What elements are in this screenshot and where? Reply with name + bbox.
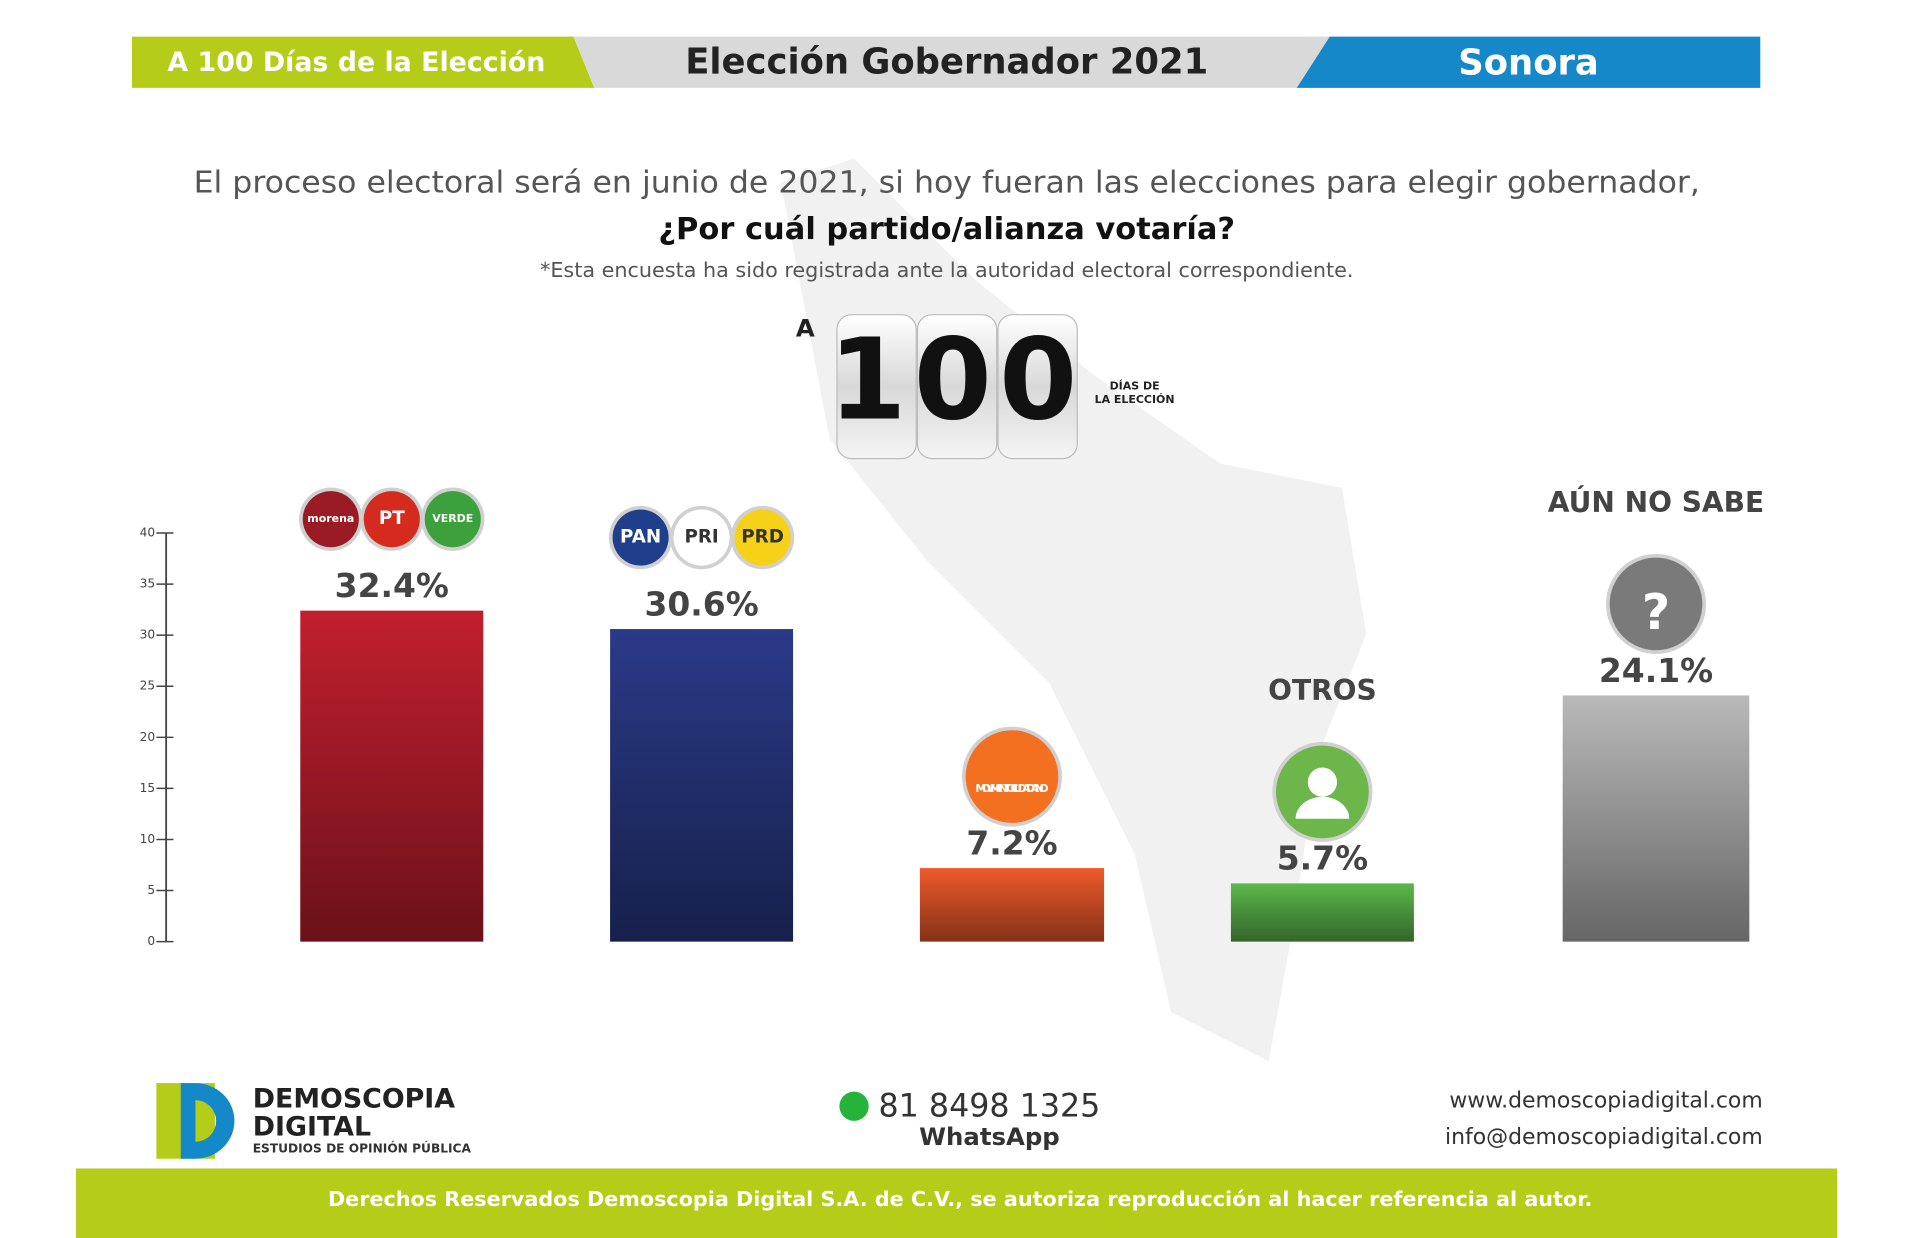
badge-card [836, 314, 917, 460]
phone: 81 8498 1325 [878, 1088, 1100, 1124]
logo-text: PRI [684, 527, 718, 548]
value-label: 7.2% [966, 823, 1057, 862]
logo-text: PT [379, 508, 405, 529]
y-tick-label: 40 [140, 526, 156, 540]
logo [612, 509, 669, 566]
bar-shade [610, 629, 794, 942]
value-label: 32.4% [335, 566, 449, 605]
bar-shade [1562, 695, 1750, 942]
question-line: El proceso electoral será en junio de 20… [194, 166, 1700, 201]
email: info@demoscopiadigital.com [1445, 1125, 1763, 1150]
logo-text: MOVIMIENTO CIUDADANO [975, 782, 1048, 795]
value-label: 24.1% [1599, 651, 1713, 690]
badge-card [997, 314, 1078, 460]
y-tick-label: 10 [140, 832, 156, 846]
badge-prefix: A [796, 313, 815, 342]
note: *Esta encuesta ha sido registrada ante l… [540, 258, 1354, 282]
logo-text: VERDE [432, 512, 473, 525]
logo-text: PRD [741, 527, 784, 548]
website: www.demoscopiadigital.com [1449, 1088, 1762, 1113]
rights: Derechos Reservados Demoscopia Digital S… [328, 1187, 1592, 1211]
logo-text: ? [1642, 584, 1670, 641]
y-tick-label: 20 [140, 730, 156, 744]
value-label: 5.7% [1277, 839, 1368, 878]
chart: 0 5 10 15 20 25 30 35 40 32.4% morena PT VERDE 30.6% P… [140, 485, 1765, 948]
y-tick-label: 30 [140, 628, 156, 642]
bar-shade [300, 610, 484, 942]
y-tick-label: 25 [140, 679, 156, 693]
badge-card [916, 314, 998, 460]
value-label: 30.6% [644, 584, 758, 623]
whatsapp-icon [839, 1091, 869, 1121]
y-tick-label: 5 [147, 883, 155, 897]
logo [302, 491, 359, 548]
y-tick-label: 15 [140, 781, 156, 795]
category-label: OTROS [1268, 674, 1377, 707]
y-tick-label: 35 [140, 577, 156, 591]
brand-name: DIGITAL [253, 1112, 371, 1143]
brand-logo [180, 1083, 235, 1159]
logo [424, 491, 481, 548]
brand-tagline: ESTUDIOS DE OPINIÓN PÚBLICA [253, 1140, 472, 1155]
header-right-band [1296, 36, 1761, 88]
logo-text: PAN [620, 527, 661, 548]
bar-shade [1230, 883, 1414, 942]
y-tick-label: 0 [147, 934, 155, 948]
header-left: A 100 Días de la Elección [167, 47, 545, 78]
logo [734, 509, 791, 566]
header-center: Elección Gobernador 2021 [685, 41, 1208, 82]
header-center-band [573, 36, 1330, 88]
category-label: AÚN NO SABE [1548, 485, 1764, 519]
logo [965, 730, 1059, 823]
logo [1609, 557, 1703, 651]
badge-caption: LA ELECCIÓN [1095, 393, 1175, 406]
logo [673, 509, 730, 566]
logo [363, 491, 420, 548]
header-right: Sonora [1458, 43, 1599, 84]
footer-band [75, 1168, 1838, 1238]
brand-name: DEMOSCOPIA [253, 1084, 456, 1115]
logo-text: morena [307, 512, 354, 525]
badge-number: 100 [828, 316, 1084, 446]
question-line: ¿Por cuál partido/alianza votaría? [658, 212, 1235, 247]
whatsapp-label: WhatsApp [919, 1122, 1060, 1151]
badge-caption: DÍAS DE [1110, 380, 1160, 393]
person-head [1307, 767, 1338, 797]
header-left-band [131, 36, 595, 88]
person-body [1295, 796, 1350, 819]
bar-shade [919, 868, 1105, 942]
